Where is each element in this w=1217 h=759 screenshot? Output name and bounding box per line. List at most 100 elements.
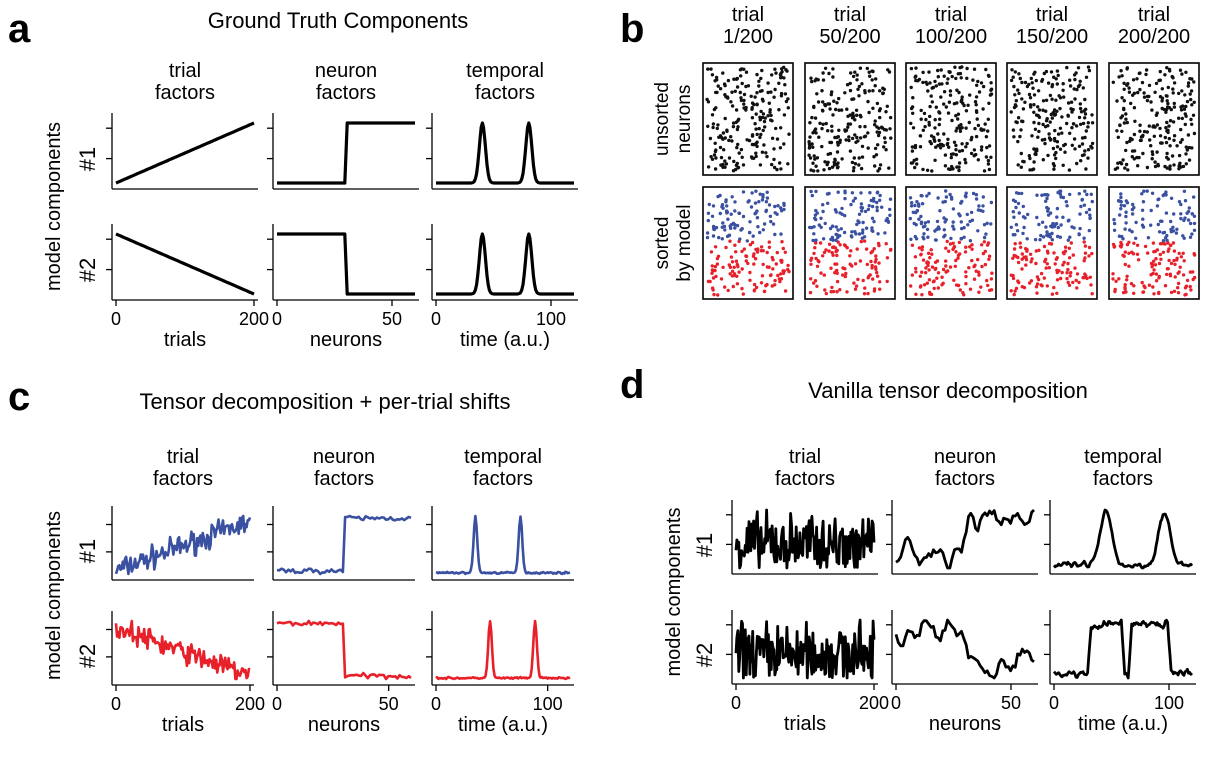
panel-b-spike: [1033, 152, 1037, 156]
panel-b-spike: [1192, 221, 1197, 226]
panel-b-spike: [851, 199, 856, 203]
panel-b-spike: [1162, 230, 1167, 235]
panel-b-spike: [780, 70, 784, 74]
panel-b-spike: [1168, 164, 1172, 168]
panel-b-spike: [888, 213, 892, 217]
panel-b-spike: [873, 265, 878, 269]
panel-b-spike: [1014, 120, 1018, 124]
panel-b-spike: [1020, 285, 1024, 289]
panel-b-spike: [933, 158, 937, 162]
panel-b-spike: [921, 80, 925, 85]
panel-b-spike: [721, 165, 725, 169]
panel-b-spike: [972, 148, 977, 152]
panel-b-spike: [1066, 219, 1071, 223]
panel-b-spike: [983, 122, 987, 126]
panel-b-spike: [1157, 290, 1161, 295]
panel-b-spike: [957, 161, 962, 165]
panel-b-spike: [828, 140, 832, 145]
panel-b-spike: [718, 211, 722, 216]
panel-b-spike: [747, 230, 752, 235]
panel-b-spike: [1063, 150, 1067, 154]
panel-b-spike: [1176, 286, 1180, 290]
panel-b-spike: [975, 83, 979, 88]
panel-b-spike: [867, 70, 871, 74]
panel-b-spike: [1166, 101, 1170, 106]
panel-b-spike: [1031, 86, 1035, 90]
panel-b-spike: [732, 265, 736, 269]
panel-b-spike: [875, 208, 879, 213]
panel-b-spike: [974, 197, 979, 201]
panel-b-spike: [1056, 225, 1061, 230]
panel-b-spike: [1035, 275, 1040, 279]
panel-b-spike: [835, 279, 840, 284]
panel-b-spike: [1054, 77, 1058, 81]
panel-b-spike: [1081, 86, 1086, 90]
panel-b-spike: [877, 261, 881, 265]
panel-b-spike: [1090, 141, 1095, 146]
panel-b-spike: [952, 245, 957, 249]
panel-b-spike: [1171, 225, 1175, 229]
panel-b-spike: [1052, 167, 1056, 171]
panel-b-spike: [934, 105, 938, 109]
panel-d-col-title: factors: [775, 468, 835, 490]
panel-b-spike: [1040, 193, 1044, 197]
panel-b-spike: [772, 147, 776, 151]
panel-b-spike: [1019, 165, 1023, 169]
panel-b-spike: [1165, 272, 1169, 277]
panel-b-spike: [885, 256, 890, 260]
panel-b-spike: [1084, 129, 1089, 133]
panel-b-spike: [821, 209, 825, 214]
panel-b-spike: [1071, 253, 1076, 257]
panel-b-spike: [931, 280, 936, 284]
panel-b-spike: [809, 256, 814, 260]
panel-b-rasters: trial1/200trial50/200trial100/200trial15…: [652, 4, 1200, 300]
panel-d-series-r2-c2: [894, 618, 1035, 680]
panel-b-spike: [815, 211, 819, 215]
panel-b-spike: [1012, 253, 1016, 258]
panel-b-spike: [869, 251, 873, 255]
panel-b-spike: [719, 277, 724, 281]
panel-b-spike: [944, 105, 948, 109]
panel-b-spike: [1127, 90, 1132, 94]
panel-b-spike: [1187, 158, 1192, 162]
panel-b-spike: [882, 87, 886, 92]
panel-b-spike: [1189, 288, 1193, 292]
panel-b-spike: [1019, 245, 1023, 249]
panel-b-spike: [715, 262, 720, 266]
panel-b-spike: [911, 210, 915, 214]
panel-b-trial-label: 1/200: [723, 26, 773, 48]
panel-b-spike: [783, 83, 787, 87]
panel-b-spike: [1053, 128, 1057, 133]
panel-b-spike: [1141, 225, 1146, 229]
panel-b-spike: [1157, 78, 1161, 83]
panel-b-spike: [944, 264, 948, 268]
panel-b-spike: [848, 81, 852, 86]
panel-b-spike: [1159, 257, 1163, 261]
panel-b-spike: [1183, 122, 1188, 127]
panel-b-spike: [779, 206, 783, 210]
panel-b-spike: [954, 129, 958, 133]
panel-b-spike: [935, 276, 939, 280]
panel-d-x-tick-label: 100: [1154, 693, 1184, 713]
panel-b-spike: [1015, 229, 1020, 233]
panel-b-spike: [1051, 111, 1055, 115]
panel-b-spike: [765, 250, 769, 255]
panel-b-spike: [733, 273, 737, 278]
panel-b-spike: [1040, 284, 1044, 288]
panel-b-spike: [754, 151, 758, 155]
panel-b-spike: [1047, 132, 1051, 136]
panel-b-spike: [962, 103, 966, 108]
panel-b-spike: [1068, 78, 1072, 82]
panel-b-spike: [1183, 199, 1188, 203]
panel-b-spike: [1083, 149, 1087, 153]
panel-b-spike: [849, 249, 853, 253]
panel-b-spike: [986, 129, 990, 133]
panel-b-spike: [981, 84, 986, 89]
panel-b-spike: [855, 113, 859, 118]
panel-b-spike: [936, 68, 940, 73]
panel-b-spike: [1178, 68, 1183, 72]
panel-b-spike: [808, 121, 812, 125]
panel-b-spike: [834, 225, 838, 229]
panel-b-spike: [858, 113, 862, 118]
panel-b-spike: [827, 242, 832, 246]
